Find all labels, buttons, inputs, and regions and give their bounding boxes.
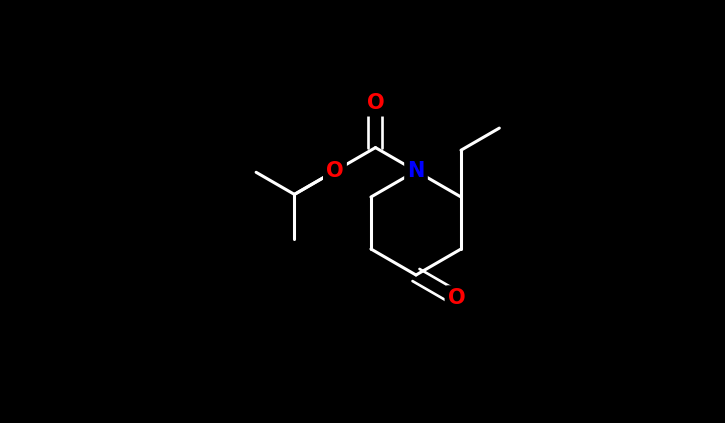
Text: N: N xyxy=(407,161,425,181)
Text: O: O xyxy=(367,93,384,113)
Text: O: O xyxy=(326,161,344,181)
Text: O: O xyxy=(448,288,465,308)
